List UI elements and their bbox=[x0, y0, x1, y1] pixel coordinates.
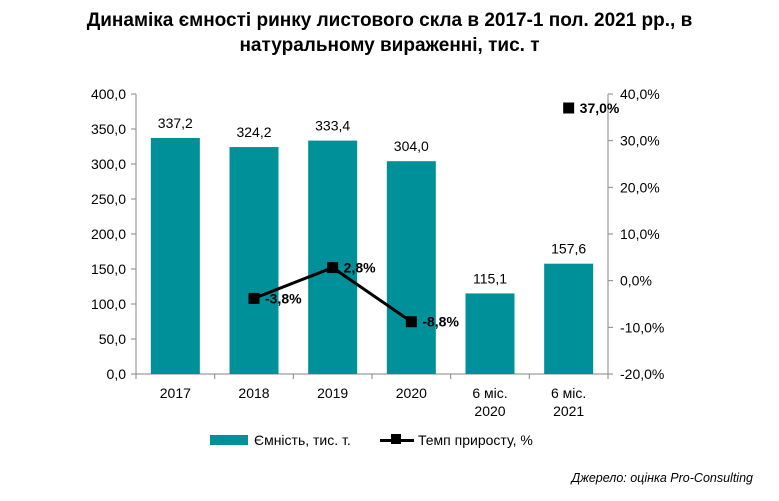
bar-data-label: 333,4 bbox=[315, 118, 350, 134]
y-left-tick-label: 0,0 bbox=[107, 366, 127, 382]
growth-marker bbox=[327, 262, 339, 274]
x-tick-label: 2020 bbox=[396, 385, 427, 401]
bar-6-міс.-2021 bbox=[544, 263, 594, 374]
x-tick-label: 2020 bbox=[474, 403, 505, 419]
y-left-tick-label: 200,0 bbox=[91, 226, 126, 242]
source-note: Джерело: оцінка Pro-Consulting bbox=[571, 471, 753, 485]
legend-label-capacity: Ємність, тис. т. bbox=[254, 432, 351, 448]
y-left-tick-label: 350,0 bbox=[91, 121, 126, 137]
bar-6-міс.-2020 bbox=[465, 293, 515, 374]
growth-data-label: 2,8% bbox=[344, 260, 376, 276]
legend-swatch-capacity bbox=[210, 435, 248, 445]
bar-data-label: 157,6 bbox=[551, 241, 586, 257]
growth-data-label: -3,8% bbox=[265, 290, 302, 306]
bar-data-label: 337,2 bbox=[158, 115, 193, 131]
legend-label-growth: Темп приросту, % bbox=[418, 432, 533, 448]
y-right-tick-label: -20,0% bbox=[620, 366, 664, 382]
growth-marker bbox=[405, 316, 417, 328]
bar-2020 bbox=[386, 161, 436, 374]
y-left-tick-label: 100,0 bbox=[91, 296, 126, 312]
y-right-tick-label: 10,0% bbox=[620, 226, 660, 242]
bar-data-label: 115,1 bbox=[473, 270, 507, 286]
y-left-tick-label: 250,0 bbox=[91, 191, 126, 207]
bar-2017 bbox=[150, 137, 200, 374]
legend-item-capacity: Ємність, тис. т. bbox=[210, 432, 351, 448]
legend-swatch-growth bbox=[380, 433, 414, 447]
growth-marker bbox=[248, 292, 260, 304]
growth-data-label: -8,8% bbox=[422, 314, 459, 330]
y-right-tick-label: 0,0% bbox=[620, 273, 652, 289]
x-tick-label: 2019 bbox=[317, 385, 348, 401]
bar-data-label: 304,0 bbox=[394, 138, 429, 154]
y-right-tick-label: 40,0% bbox=[620, 86, 660, 102]
x-tick-label: 6 міс. bbox=[551, 385, 586, 401]
chart-title-line-2: натуральному вираженні, тис. т bbox=[239, 35, 540, 56]
chart-title-line-1: Динаміка ємності ринку листового скла в … bbox=[86, 10, 693, 31]
y-left-tick-label: 400,0 bbox=[91, 86, 126, 102]
y-left-tick-label: 300,0 bbox=[91, 156, 126, 172]
legend-item-growth: Темп приросту, % bbox=[380, 432, 533, 448]
y-right-tick-label: -10,0% bbox=[620, 319, 664, 335]
y-left-tick-label: 50,0 bbox=[99, 331, 126, 347]
chart-title: Динаміка ємності ринку листового скла в … bbox=[0, 8, 779, 58]
bar-2019 bbox=[308, 140, 358, 374]
bar-2018 bbox=[229, 147, 279, 374]
x-tick-label: 2021 bbox=[553, 403, 584, 419]
growth-marker bbox=[563, 102, 575, 114]
x-tick-label: 2018 bbox=[238, 385, 269, 401]
bar-data-label: 324,2 bbox=[236, 124, 271, 140]
y-left-tick-label: 150,0 bbox=[91, 261, 126, 277]
x-tick-label: 6 міс. bbox=[472, 385, 507, 401]
y-right-tick-label: 30,0% bbox=[620, 133, 660, 149]
growth-data-label: 37,0% bbox=[580, 100, 620, 116]
x-tick-label: 2017 bbox=[160, 385, 191, 401]
y-right-tick-label: 20,0% bbox=[620, 179, 660, 195]
